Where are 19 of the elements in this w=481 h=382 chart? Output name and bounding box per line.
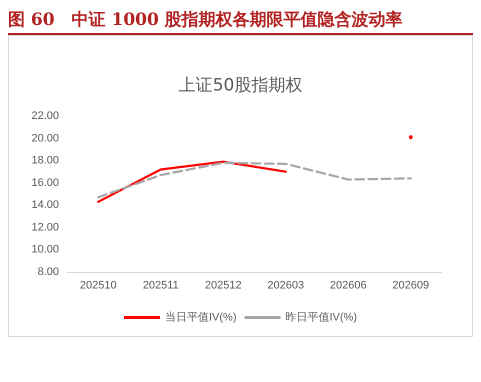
legend-label: 当日平值IV(%)	[165, 312, 236, 324]
x-tick-label: 202609	[392, 280, 430, 292]
legend-label: 昨日平值IV(%)	[286, 312, 357, 324]
x-tick-label: 202511	[142, 280, 179, 292]
y-tick-label: 22.00	[31, 110, 59, 122]
y-tick-label: 20.00	[31, 132, 59, 144]
y-tick-label: 12.00	[31, 221, 59, 234]
line-series	[97, 162, 412, 198]
chart-title: 图 60 中证 1000 股指期权各期限平值隐含波动率	[8, 8, 473, 35]
chart-subtitle: 上证50股指期权	[178, 76, 302, 96]
x-tick-label: 202512	[204, 280, 242, 292]
y-tick-label: 14.00	[31, 199, 59, 212]
y-tick-label: 8.00	[38, 266, 59, 278]
x-tick-label: 202603	[267, 280, 304, 292]
y-tick-label: 16.00	[31, 176, 59, 189]
x-tick-label: 202510	[80, 280, 117, 292]
x-tick-label: 202606	[330, 280, 367, 292]
y-tick-label: 10.00	[31, 244, 59, 256]
y-tick-label: 18.00	[31, 154, 59, 167]
